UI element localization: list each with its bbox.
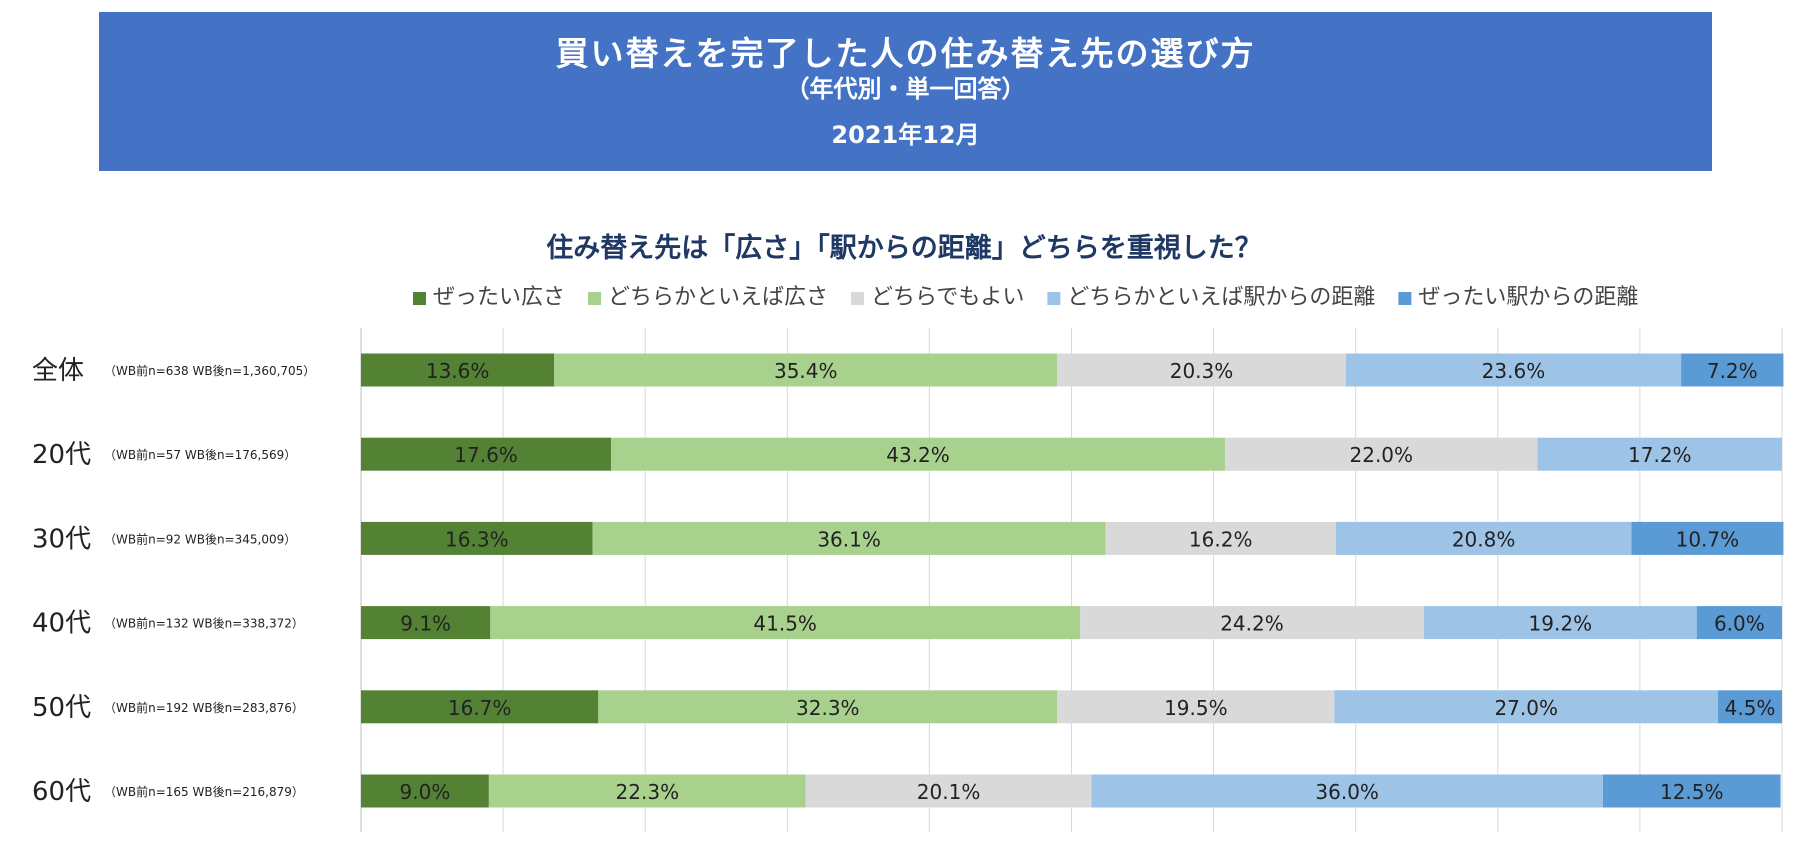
bar-segment [361, 774, 489, 808]
data-label: 10.7% [1676, 527, 1740, 551]
banner-date: 2021年12月 [831, 121, 980, 149]
data-label: 22.0% [1350, 443, 1414, 467]
bar-segment [598, 690, 1058, 724]
bar-segment [488, 774, 806, 808]
data-label: 6.0% [1714, 612, 1765, 636]
data-label: 27.0% [1494, 696, 1558, 720]
data-label: 41.5% [753, 612, 817, 636]
banner-subtitle: （年代別・単一回答） [785, 75, 1026, 103]
banner-title: 買い替えを完了した人の住み替え先の選び方 [555, 34, 1256, 73]
data-label: 36.1% [817, 527, 881, 551]
data-label: 9.0% [400, 780, 451, 804]
bar-segment [611, 437, 1225, 471]
category-sample-size: （WB前n=132 WB後n=338,372） [104, 616, 304, 631]
legend-swatch [1047, 292, 1061, 305]
chart-title: 住み替え先は「広さ」「駅からの距離」どちらを重視した？ [546, 233, 1262, 264]
legend-label: どちらかといえば広さ [608, 285, 828, 310]
legend-swatch [588, 292, 602, 305]
data-label: 36.0% [1315, 780, 1379, 804]
bar-segment [1718, 690, 1782, 724]
bar-segment [1345, 353, 1682, 387]
data-label: 16.7% [448, 696, 512, 720]
bar-segment [592, 521, 1106, 555]
category-label: 全体 [32, 356, 84, 386]
legend-label: どちらでもよい [871, 285, 1024, 310]
data-label: 9.1% [400, 612, 451, 636]
category-label: 30代 [32, 524, 91, 554]
data-label: 20.3% [1170, 359, 1234, 383]
legend-label: ぜったい広さ [433, 285, 565, 310]
bar-segment [1105, 521, 1336, 555]
legend-label: ぜったい駅からの距離 [1418, 285, 1638, 310]
bar-segment [1631, 521, 1784, 555]
data-label: 4.5% [1725, 696, 1776, 720]
bar-segment [361, 521, 593, 555]
category-label: 20代 [32, 440, 91, 470]
category-sample-size: （WB前n=638 WB後n=1,360,705） [104, 363, 315, 378]
bar-segment [1696, 606, 1782, 640]
data-label: 17.6% [454, 443, 518, 467]
bar-segment [805, 774, 1092, 808]
bar-segment [1057, 690, 1335, 724]
category-sample-size: （WB前n=165 WB後n=216,879） [104, 784, 304, 799]
data-label: 19.5% [1164, 696, 1228, 720]
data-label: 24.2% [1220, 612, 1284, 636]
legend-swatch [1398, 292, 1412, 305]
category-sample-size: （WB前n=192 WB後n=283,876） [104, 700, 304, 715]
bar-segment [1091, 774, 1603, 808]
bar-segment [361, 690, 599, 724]
data-label: 13.6% [426, 359, 490, 383]
bar-segment [1537, 437, 1782, 471]
legend-swatch [413, 292, 426, 305]
category-sample-size: （WB前n=92 WB後n=345,009） [104, 531, 296, 546]
bar-segment [1335, 521, 1632, 555]
category-label: 60代 [32, 777, 91, 807]
bar-segment [361, 353, 555, 387]
title-banner: 買い替えを完了した人の住み替え先の選び方 （年代別・単一回答） 2021年12月 [99, 12, 1712, 171]
data-label: 12.5% [1660, 780, 1724, 804]
bar-segment [1334, 690, 1719, 724]
bar-segment [490, 606, 1081, 640]
data-label: 16.2% [1189, 527, 1253, 551]
category-sample-size: （WB前n=57 WB後n=176,569） [104, 447, 296, 462]
legend-swatch [851, 292, 865, 305]
category-label: 40代 [32, 609, 91, 639]
bar-segment [361, 437, 612, 471]
data-label: 23.6% [1482, 359, 1546, 383]
bar-segment [1602, 774, 1781, 808]
data-label: 17.2% [1628, 443, 1692, 467]
category-label: 50代 [32, 693, 91, 723]
data-label: 20.1% [917, 780, 981, 804]
data-label: 19.2% [1529, 612, 1593, 636]
legend-label: どちらかといえば駅からの距離 [1067, 285, 1375, 310]
bar-segment [1423, 606, 1697, 640]
data-label: 43.2% [886, 443, 950, 467]
bar-segment [1224, 437, 1538, 471]
bar-segment [1080, 606, 1424, 640]
bar-segment [361, 606, 491, 640]
data-label: 7.2% [1707, 359, 1758, 383]
data-label: 20.8% [1452, 527, 1516, 551]
bar-segment [1057, 353, 1346, 387]
bar-segment [1681, 353, 1784, 387]
data-label: 16.3% [445, 527, 509, 551]
data-label: 22.3% [616, 780, 680, 804]
bar-segment [554, 353, 1058, 387]
data-label: 35.4% [774, 359, 838, 383]
data-label: 32.3% [796, 696, 860, 720]
